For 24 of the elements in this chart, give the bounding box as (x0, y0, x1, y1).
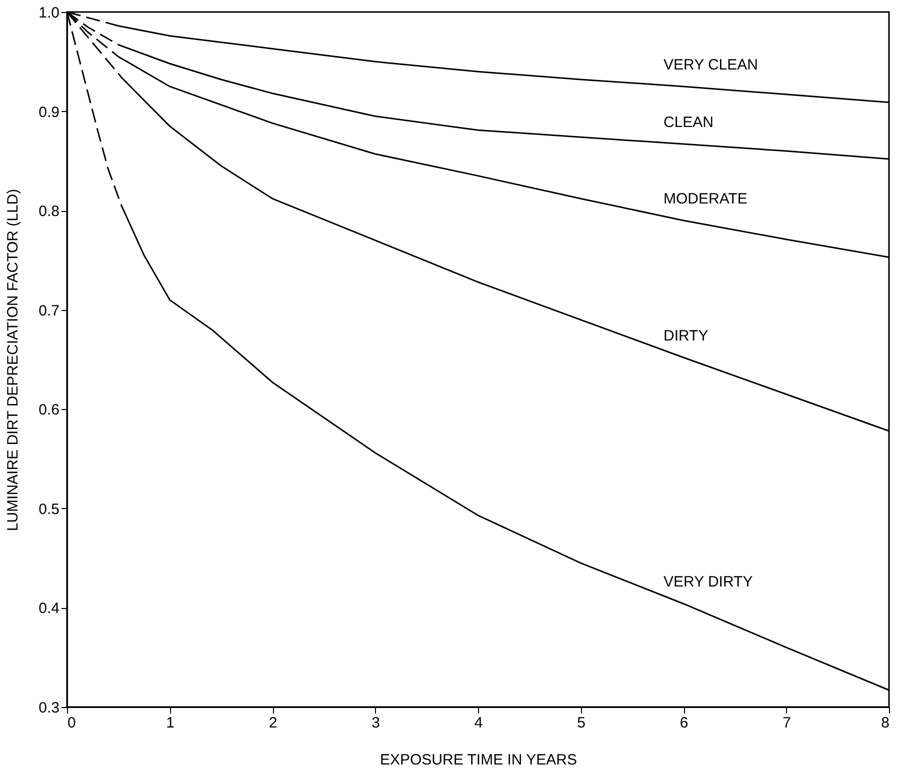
x-tick-label: 5 (577, 714, 586, 732)
series-label: MODERATE (664, 190, 748, 208)
series-label: VERY DIRTY (664, 574, 753, 591)
x-tick-label: 0 (68, 714, 76, 732)
y-tick-label: 0.8 (38, 203, 60, 220)
y-tick-label: 0.5 (38, 500, 60, 518)
y-tick-label: 1.0 (38, 4, 60, 22)
x-tick-label: 1 (166, 714, 174, 732)
series-label: CLEAN (664, 114, 714, 132)
x-tick-label: 3 (372, 714, 380, 732)
x-tick-label: 2 (268, 714, 278, 732)
y-tick-label: 0.4 (38, 600, 60, 618)
x-tick-label: 4 (474, 714, 483, 732)
y-tick-label: 0.9 (38, 104, 60, 121)
x-axis-title: EXPOSURE TIME IN YEARS (380, 752, 577, 768)
series-label: DIRTY (664, 328, 708, 345)
series-label: VERY CLEAN (664, 56, 758, 74)
x-tick-label: 6 (680, 714, 688, 732)
y-tick-label: 0.7 (38, 302, 60, 320)
y-axis-title: LUMINAIRE DIRT DEPRECIATION FACTOR (LLD) (4, 188, 22, 532)
y-tick-label: 0.3 (38, 700, 60, 716)
y-tick-label: 0.6 (38, 402, 60, 419)
x-tick-label: 8 (881, 714, 890, 732)
x-tick-label: 7 (782, 714, 791, 732)
